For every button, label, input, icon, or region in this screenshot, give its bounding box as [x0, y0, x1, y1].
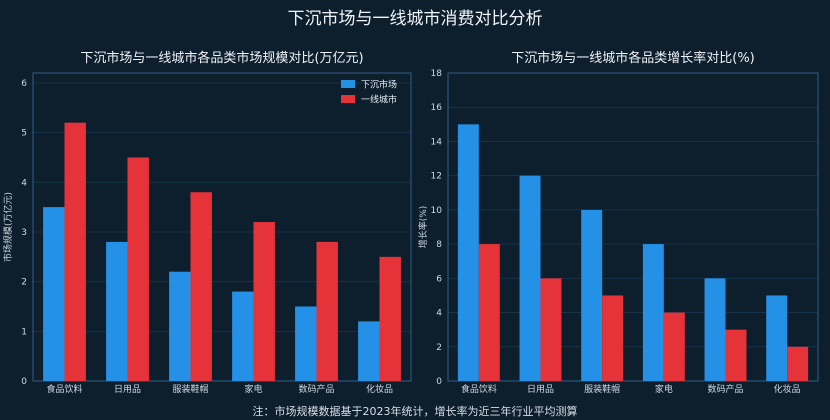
bar-series-a [704, 278, 726, 381]
y-tick-label: 18 [431, 69, 443, 79]
y-tick-label: 10 [431, 206, 443, 216]
bar-series-a [295, 306, 317, 381]
legend-swatch [341, 80, 355, 88]
bar-series-a [106, 241, 128, 381]
x-tick-label: 食品饮料 [461, 383, 497, 395]
y-tick-label: 6 [21, 79, 27, 89]
chart-title: 下沉市场与一线城市各品类增长率对比(%) [511, 50, 755, 66]
y-axis-label: 市场规模(万亿元) [2, 192, 14, 262]
y-tick-label: 4 [436, 309, 442, 319]
bar-series-b [787, 346, 809, 381]
bar-series-b [379, 256, 401, 381]
x-tick-label: 服装鞋帽 [172, 383, 208, 395]
y-tick-label: 5 [21, 129, 27, 139]
x-tick-label: 化妆品 [774, 383, 801, 395]
bar-series-a [581, 209, 603, 381]
bar-series-a [232, 291, 254, 381]
y-tick-label: 16 [431, 103, 443, 113]
y-tick-label: 1 [21, 327, 27, 337]
x-tick-label: 服装鞋帽 [584, 383, 620, 395]
x-tick-label: 日用品 [527, 384, 554, 395]
bar-series-b [190, 192, 212, 381]
bar-series-b [316, 241, 338, 381]
bar-series-b [64, 122, 86, 381]
y-tick-label: 14 [431, 137, 443, 147]
y-tick-label: 0 [21, 377, 27, 387]
bar-series-a [457, 124, 479, 381]
x-tick-label: 数码产品 [298, 383, 334, 395]
x-tick-label: 化妆品 [366, 383, 393, 395]
y-tick-label: 2 [21, 278, 27, 288]
plot-frame [447, 72, 819, 382]
x-tick-label: 食品饮料 [46, 383, 82, 395]
x-tick-label: 数码产品 [707, 383, 743, 395]
y-tick-label: 6 [436, 274, 442, 284]
bar-series-b [602, 295, 624, 381]
plot-frame [32, 72, 412, 382]
page-title: 下沉市场与一线城市消费对比分析 [287, 9, 543, 29]
bar-series-a [358, 321, 380, 381]
y-tick-label: 0 [436, 377, 442, 387]
legend-swatch [341, 95, 355, 103]
bar-series-b [540, 278, 562, 381]
bar-series-b [725, 329, 747, 381]
y-tick-label: 4 [21, 178, 27, 188]
legend-label: 一线城市 [361, 94, 397, 106]
y-tick-label: 12 [431, 172, 442, 182]
y-tick-label: 2 [436, 343, 442, 353]
y-tick-label: 3 [21, 228, 27, 238]
bar-series-a [43, 207, 65, 381]
x-tick-label: 家电 [655, 383, 673, 395]
chart-title: 下沉市场与一线城市各品类市场规模对比(万亿元) [80, 50, 363, 66]
x-tick-label: 日用品 [114, 384, 141, 395]
y-axis-label: 增长率(%) [417, 206, 429, 249]
y-tick-label: 8 [436, 240, 442, 250]
legend-label: 下沉市场 [361, 79, 397, 91]
bar-series-a [766, 295, 788, 381]
bar-series-b [127, 157, 149, 381]
bar-series-a [519, 175, 541, 381]
bar-series-b [663, 312, 685, 381]
bar-series-a [642, 244, 664, 381]
bar-series-b [478, 244, 500, 381]
bar-series-a [169, 271, 191, 381]
footnote: 注：市场规模数据基于2023年统计，增长率为近三年行业平均测算 [252, 405, 578, 418]
bar-series-b [253, 222, 275, 381]
x-tick-label: 家电 [244, 383, 262, 395]
